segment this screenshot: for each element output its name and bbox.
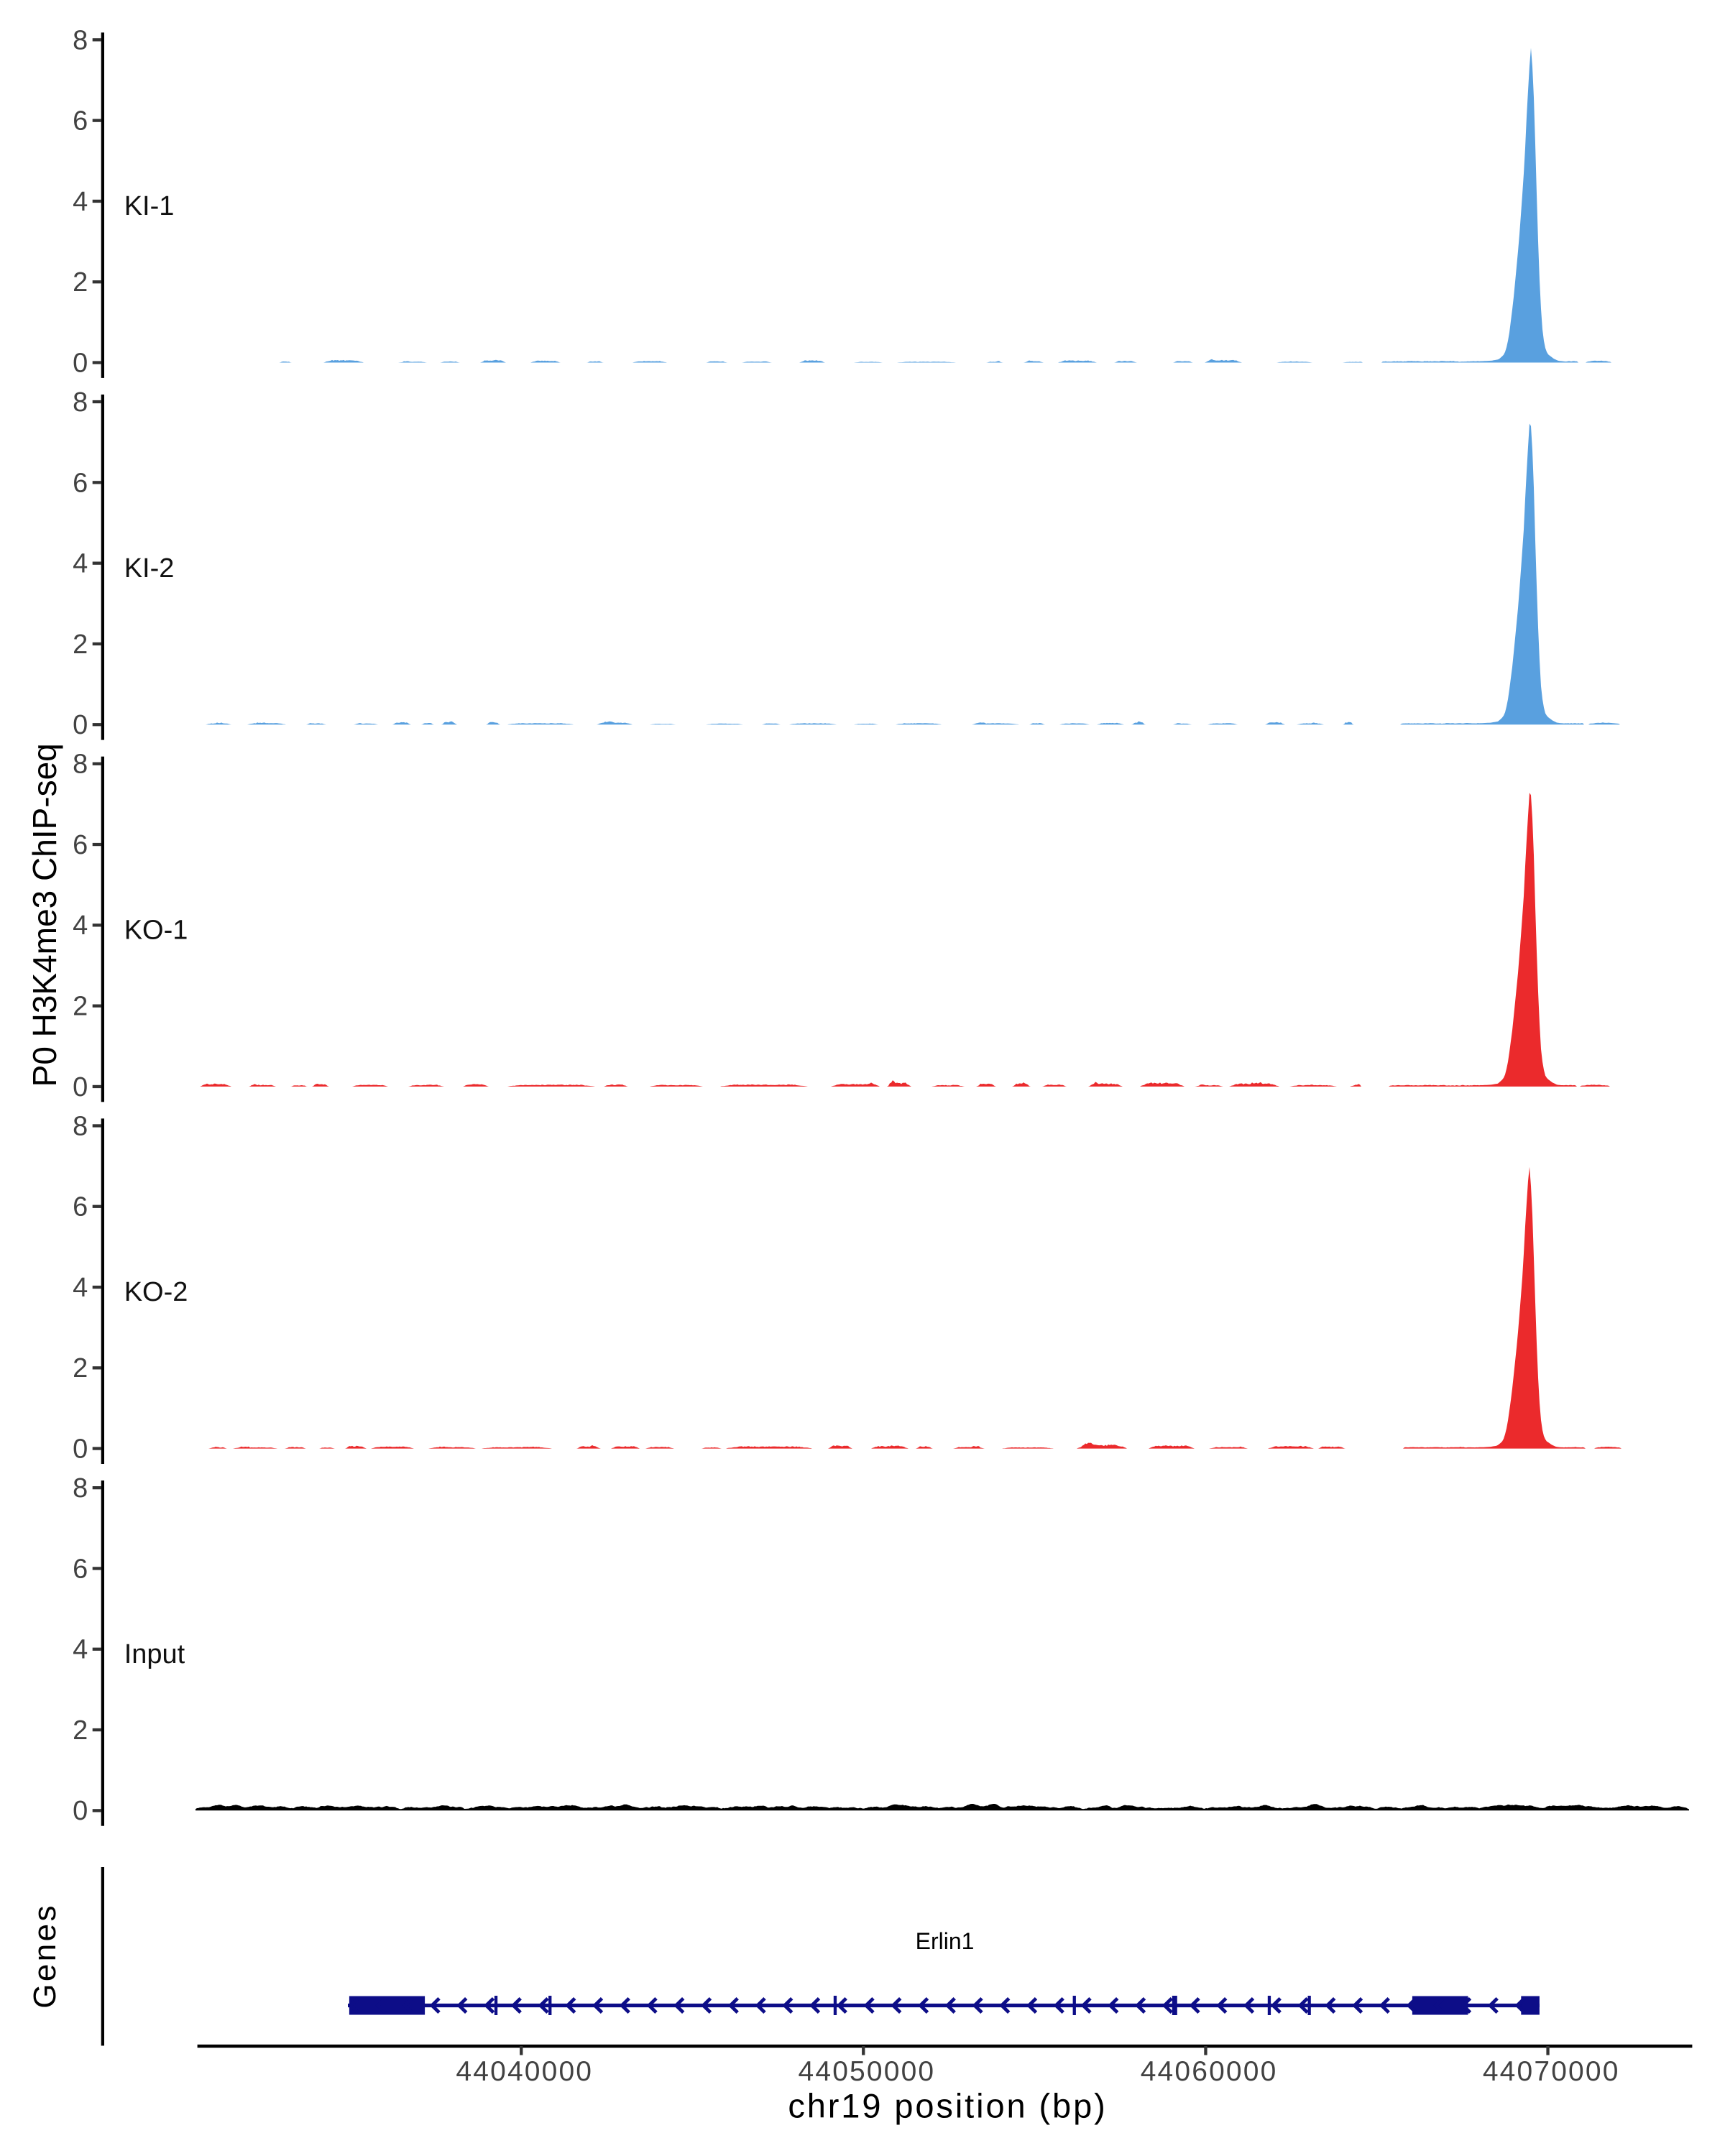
svg-text:KO-1: KO-1: [124, 916, 188, 946]
svg-text:2: 2: [73, 267, 88, 298]
svg-text:6: 6: [73, 1554, 88, 1584]
svg-text:0: 0: [73, 1072, 88, 1102]
svg-text:2: 2: [73, 1353, 88, 1383]
svg-text:8: 8: [73, 750, 88, 780]
svg-text:6: 6: [73, 468, 88, 498]
svg-text:8: 8: [73, 1473, 88, 1503]
svg-text:44060000: 44060000: [1141, 2056, 1278, 2087]
svg-text:4: 4: [73, 1273, 88, 1303]
svg-text:Erlin1: Erlin1: [916, 1928, 975, 1954]
svg-text:P0 H3K4me3 ChIP-seq: P0 H3K4me3 ChIP-seq: [26, 743, 63, 1087]
svg-text:6: 6: [73, 1192, 88, 1222]
svg-text:6: 6: [73, 830, 88, 860]
svg-text:2: 2: [73, 1715, 88, 1746]
svg-text:chr19 position (bp): chr19 position (bp): [788, 2087, 1107, 2125]
svg-text:2: 2: [73, 630, 88, 660]
svg-text:8: 8: [73, 387, 88, 418]
svg-text:Genes: Genes: [27, 1903, 63, 2009]
svg-text:4: 4: [73, 187, 88, 217]
svg-text:8: 8: [73, 1111, 88, 1141]
svg-text:44070000: 44070000: [1483, 2056, 1620, 2087]
svg-text:44040000: 44040000: [456, 2056, 593, 2087]
svg-text:8: 8: [73, 25, 88, 55]
svg-text:4: 4: [73, 911, 88, 941]
svg-text:KO-2: KO-2: [124, 1277, 188, 1307]
svg-text:4: 4: [73, 1635, 88, 1665]
svg-text:4: 4: [73, 549, 88, 579]
svg-text:KI-1: KI-1: [124, 191, 175, 221]
svg-text:Input: Input: [124, 1639, 185, 1669]
svg-text:KI-2: KI-2: [124, 553, 175, 584]
svg-text:0: 0: [73, 348, 88, 378]
svg-text:0: 0: [73, 1434, 88, 1465]
svg-text:0: 0: [73, 710, 88, 740]
svg-text:2: 2: [73, 992, 88, 1022]
svg-text:44050000: 44050000: [799, 2056, 936, 2087]
svg-text:6: 6: [73, 106, 88, 137]
svg-text:0: 0: [73, 1796, 88, 1826]
